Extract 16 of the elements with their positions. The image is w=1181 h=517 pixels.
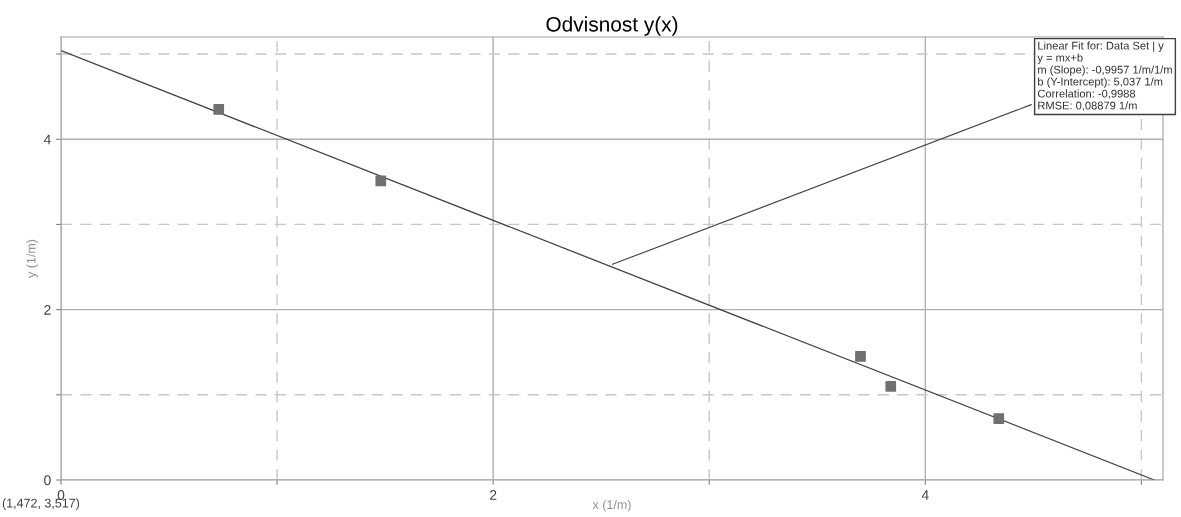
x-tick-label: 2 [489, 490, 497, 500]
x-tick-label: 0 [57, 490, 65, 500]
point [375, 175, 387, 187]
point [855, 351, 866, 362]
x-tick-label: 4 [921, 490, 929, 500]
y-axis-title: y (1/m) [26, 239, 38, 278]
point [885, 380, 897, 392]
chart-title: Odvisnost y(x) [546, 16, 678, 36]
annotation: Linear Fit for: Data Set | y y = mx+b m (Slope): -0,9957 1/m/1/m b (Y-Intercept): 5,037 1/m Correlation: -0,9988 RMSE: 0,08879 1/m [1037, 41, 1172, 111]
point [993, 413, 1005, 425]
point [213, 104, 225, 115]
y-tick-label: 2 [44, 304, 51, 315]
y-tick-label: 4 [43, 134, 51, 145]
text: (1,472, 3,517) [2, 498, 80, 510]
y-tick-label: 0 [44, 475, 51, 486]
x-axis-title: x (1/m) [592, 499, 631, 512]
